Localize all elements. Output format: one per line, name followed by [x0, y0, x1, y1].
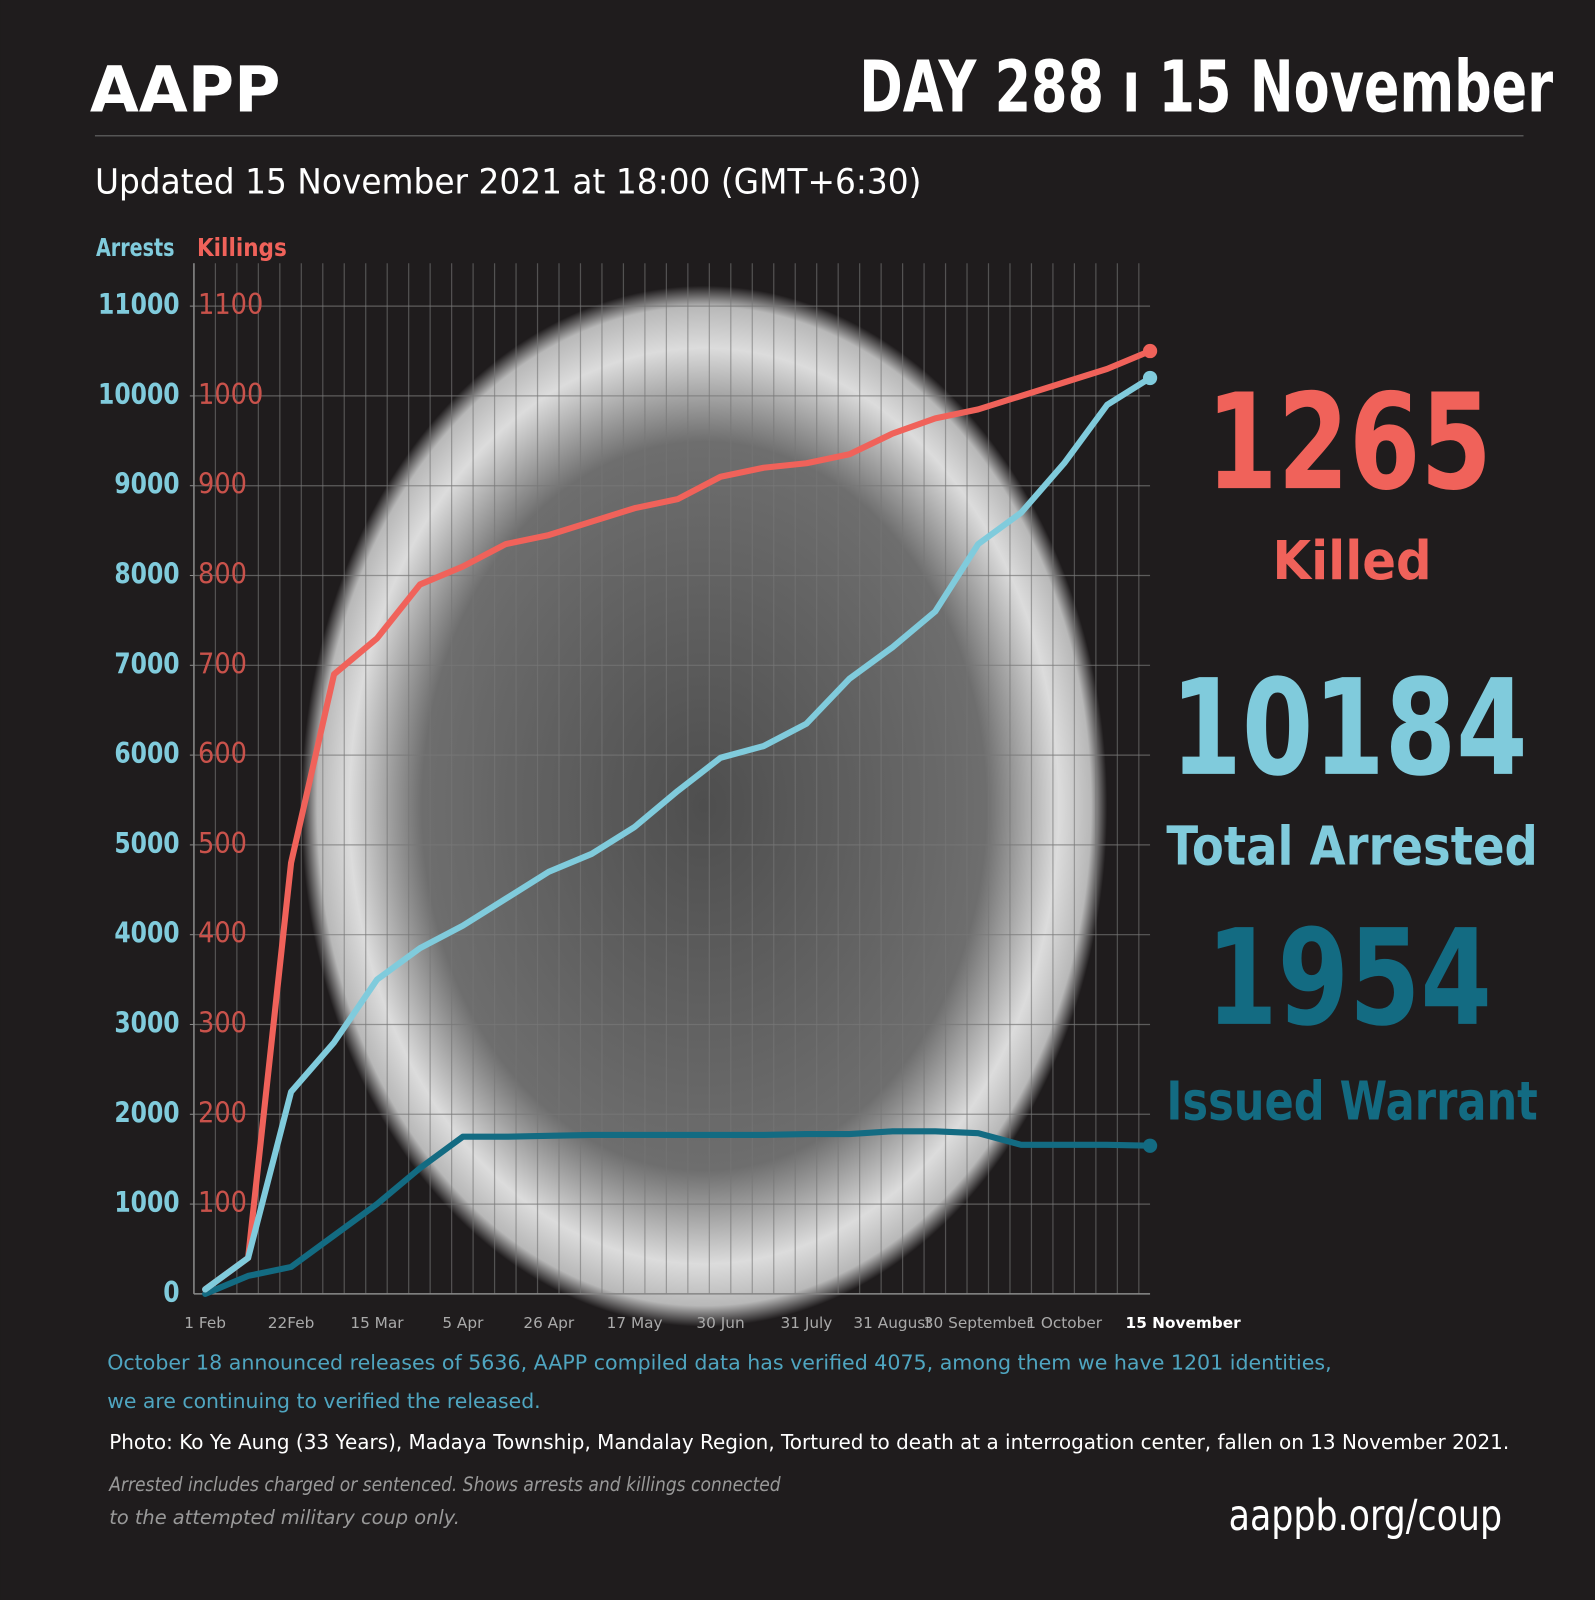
y-tick-label: 6000 — [114, 736, 179, 770]
y-tick-label: 5000 — [114, 826, 179, 860]
x-tick-label: 31 August — [853, 1314, 931, 1332]
chart: 0 1000 2000 3000 4000 5000 6000 7000 8000 9000 100… — [96, 233, 1241, 1332]
x-tick-label: 22Feb — [268, 1314, 315, 1332]
stat-label: Killed — [1273, 530, 1432, 592]
y2-tick-label: 700 — [198, 646, 247, 680]
y-tick-label: 4000 — [114, 916, 179, 950]
y-tick-label: 8000 — [114, 557, 179, 591]
stat-value: 1265 — [1206, 366, 1492, 520]
x-tick-label: 1 Feb — [184, 1314, 226, 1332]
legend-label: Arrests — [96, 233, 175, 262]
y-tick-label: 11000 — [98, 287, 180, 321]
x-tick-label: 1 October — [1026, 1314, 1103, 1332]
x-tick-label: 26 Apr — [523, 1314, 575, 1332]
y2-tick-label: 200 — [198, 1095, 247, 1129]
disclaimer: Arrested includes charged or sentenced. … — [107, 1473, 781, 1496]
x-tick-label: 31 July — [781, 1314, 833, 1332]
url: aappb.org/coup — [1229, 1491, 1502, 1541]
disclaimer: to the attempted military coup only. — [109, 1506, 460, 1529]
note: we are continuing to verified the releas… — [107, 1389, 540, 1413]
note: October 18 announced releases of 5636, A… — [107, 1350, 1331, 1374]
y-tick-label: 2000 — [114, 1095, 179, 1129]
x-tick-label: 15 November — [1126, 1314, 1242, 1332]
x-tick-label: 15 Mar — [350, 1314, 404, 1332]
title: AAPP — [90, 52, 281, 126]
y-tick-label: 0 — [163, 1275, 179, 1309]
x-tick-label: 5 Apr — [442, 1314, 484, 1332]
series-line — [202, 1128, 1154, 1297]
series-line — [202, 347, 1154, 1293]
stat-value: 1954 — [1206, 902, 1492, 1056]
end-dot — [1142, 1138, 1158, 1153]
legend-label: Killings — [197, 233, 287, 262]
photo-caption: Photo: Ko Ye Aung (33 Years), Madaya Tow… — [109, 1430, 1509, 1454]
y2-tick-label: 600 — [198, 736, 247, 770]
stat-label: Total Arrested — [1166, 816, 1537, 878]
y2-tick-label: 500 — [198, 826, 247, 860]
y-tick-label: 10000 — [98, 377, 180, 411]
y2-tick-label: 800 — [198, 557, 247, 591]
y-tick-label: 1000 — [114, 1185, 179, 1219]
y2-tick-label: 1100 — [198, 287, 263, 321]
subtitle: Updated 15 November 2021 at 18:00 (GMT+6… — [95, 163, 922, 203]
y2-tick-label: 400 — [198, 916, 247, 950]
end-dot — [1142, 370, 1158, 386]
x-tick-label: 17 May — [607, 1314, 663, 1332]
day: DAY 288 ı 15 November — [859, 45, 1553, 128]
x-tick-label: 30 September — [924, 1314, 1034, 1332]
y-tick-label: 3000 — [114, 1005, 179, 1039]
stat-value: 10184 — [1170, 652, 1527, 806]
end-dot — [1142, 343, 1158, 359]
stat-label: Issued Warrant — [1166, 1071, 1537, 1133]
y-tick-label: 7000 — [114, 646, 179, 680]
y2-tick-label: 300 — [198, 1005, 247, 1039]
y-tick-label: 9000 — [114, 467, 179, 501]
y2-tick-label: 100 — [198, 1185, 247, 1219]
y2-tick-label: 900 — [198, 467, 247, 501]
series-line — [202, 374, 1154, 1293]
x-tick-label: 30 Jun — [696, 1314, 744, 1332]
y2-tick-label: 1000 — [198, 377, 263, 411]
